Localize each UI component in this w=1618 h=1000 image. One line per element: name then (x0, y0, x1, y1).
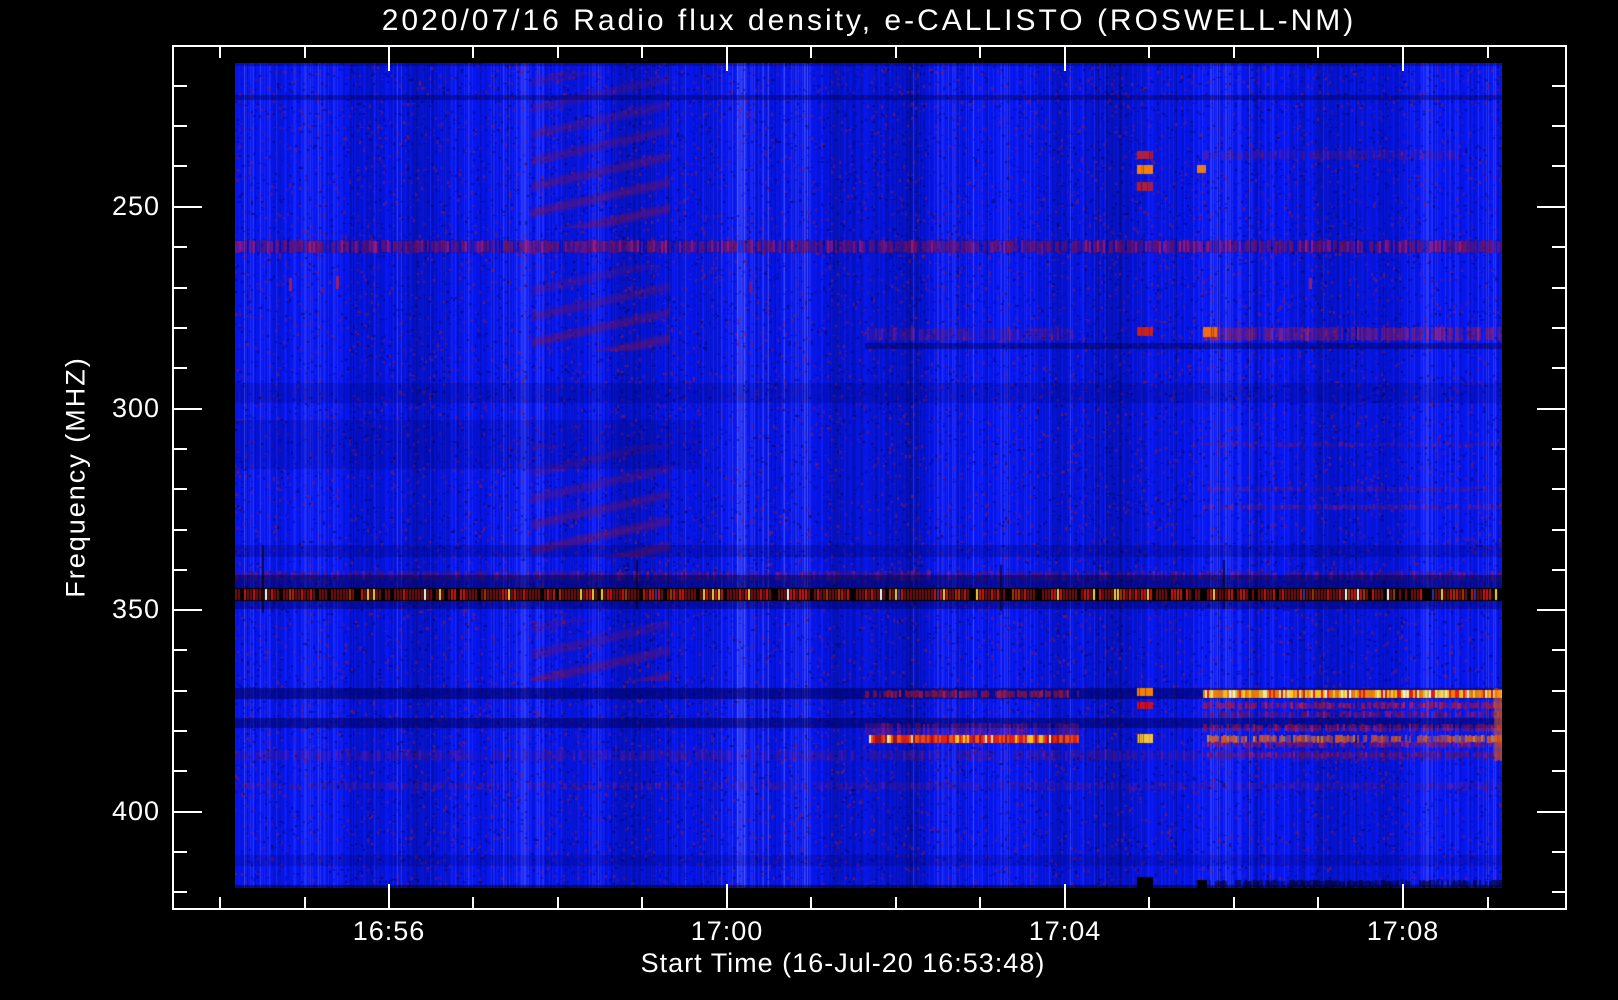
y-axis-minor-tick (1552, 690, 1567, 692)
y-axis-minor-tick (172, 448, 187, 450)
y-axis-minor-tick (172, 165, 187, 167)
y-axis-major-tick (172, 811, 202, 813)
x-axis-minor-tick (979, 45, 981, 58)
y-axis-minor-tick (172, 649, 187, 651)
x-axis-minor-tick (1317, 45, 1319, 58)
x-tick-label: 17:04 (1028, 916, 1102, 946)
y-axis-minor-tick (172, 569, 187, 571)
x-axis-major-tick (726, 884, 728, 910)
y-axis-major-tick (1537, 206, 1567, 208)
x-axis-minor-tick (304, 45, 306, 58)
y-axis-minor-tick (1552, 367, 1567, 369)
y-axis-minor-tick (172, 246, 187, 248)
y-axis-minor-tick (172, 488, 187, 490)
chart-title: 2020/07/16 Radio flux density, e-CALLIST… (381, 4, 1357, 37)
x-axis-major-tick (1064, 45, 1066, 71)
y-axis-minor-tick (172, 529, 187, 531)
y-axis-major-tick (172, 206, 202, 208)
x-axis-minor-tick (472, 45, 474, 58)
x-axis-minor-tick (810, 45, 812, 58)
y-axis-minor-tick (1552, 649, 1567, 651)
y-axis-major-tick (1537, 408, 1567, 410)
y-axis-minor-tick (1552, 770, 1567, 772)
y-axis-minor-tick (172, 851, 187, 853)
y-axis-minor-tick (172, 327, 187, 329)
y-axis-minor-tick (172, 690, 187, 692)
y-axis-major-tick (1537, 609, 1567, 611)
y-axis-minor-tick (1552, 246, 1567, 248)
x-axis-minor-tick (895, 45, 897, 58)
y-axis-minor-tick (172, 367, 187, 369)
y-tick-label: 350 (111, 594, 160, 624)
y-axis-minor-tick (1552, 125, 1567, 127)
y-axis-minor-tick (1552, 165, 1567, 167)
x-axis-minor-tick (1317, 897, 1319, 910)
y-axis-minor-tick (172, 770, 187, 772)
x-axis-title: Start Time (16-Jul-20 16:53:48) (640, 948, 1046, 978)
y-axis-major-tick (172, 408, 202, 410)
y-axis-minor-tick (172, 891, 187, 893)
x-axis-minor-tick (1148, 45, 1150, 58)
y-axis-minor-tick (172, 730, 187, 732)
x-axis-minor-tick (219, 897, 221, 910)
x-axis-minor-tick (1148, 897, 1150, 910)
x-axis-minor-tick (895, 897, 897, 910)
x-axis-major-tick (388, 45, 390, 71)
x-axis-major-tick (1402, 45, 1404, 71)
x-axis-minor-tick (810, 897, 812, 910)
y-axis-minor-tick (1552, 488, 1567, 490)
y-axis-major-tick (172, 609, 202, 611)
x-axis-minor-tick (979, 897, 981, 910)
plot-frame (172, 45, 1567, 910)
y-axis-minor-tick (1552, 287, 1567, 289)
x-axis-major-tick (726, 45, 728, 71)
x-axis-minor-tick (304, 897, 306, 910)
x-tick-label: 17:08 (1366, 916, 1440, 946)
spectrogram-heatmap (235, 63, 1502, 888)
y-axis-minor-tick (1552, 85, 1567, 87)
x-axis-minor-tick (219, 45, 221, 58)
x-tick-label: 16:56 (352, 916, 426, 946)
x-axis-minor-tick (1487, 45, 1489, 58)
y-axis-minor-tick (172, 125, 187, 127)
y-axis-minor-tick (1552, 891, 1567, 893)
y-axis-minor-tick (1552, 851, 1567, 853)
x-axis-minor-tick (641, 45, 643, 58)
y-tick-label: 300 (111, 393, 160, 423)
y-axis-minor-tick (1552, 448, 1567, 450)
y-axis-major-tick (1537, 811, 1567, 813)
x-axis-minor-tick (557, 897, 559, 910)
y-axis-minor-tick (1552, 327, 1567, 329)
x-axis-major-tick (1064, 884, 1066, 910)
x-axis-minor-tick (1233, 897, 1235, 910)
y-tick-label: 250 (111, 191, 160, 221)
y-axis-minor-tick (1552, 730, 1567, 732)
y-axis-minor-tick (172, 85, 187, 87)
x-axis-major-tick (1402, 884, 1404, 910)
y-tick-label: 400 (111, 796, 160, 826)
x-axis-minor-tick (641, 897, 643, 910)
y-axis-minor-tick (1552, 529, 1567, 531)
x-axis-minor-tick (557, 45, 559, 58)
x-axis-minor-tick (1487, 897, 1489, 910)
x-axis-minor-tick (1233, 45, 1235, 58)
y-axis-minor-tick (1552, 569, 1567, 571)
x-axis-major-tick (388, 884, 390, 910)
y-axis-minor-tick (172, 287, 187, 289)
x-axis-minor-tick (472, 897, 474, 910)
x-tick-label: 17:00 (690, 916, 764, 946)
